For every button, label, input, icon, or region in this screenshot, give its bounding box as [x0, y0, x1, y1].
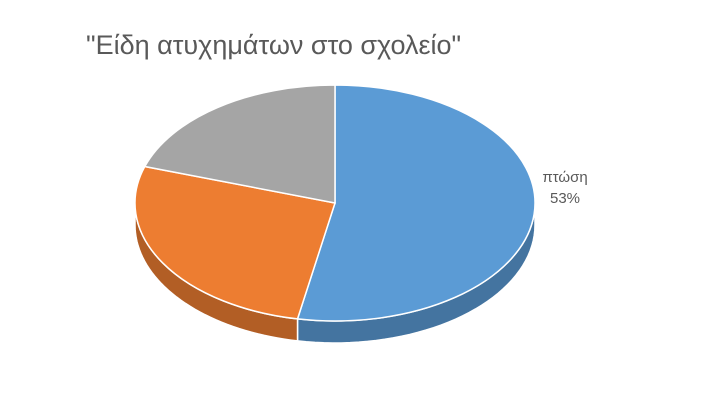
slice	[134, 165, 336, 320]
slice-label: πτώση	[542, 169, 587, 186]
value-label: 53%	[550, 190, 580, 207]
slice	[296, 84, 536, 322]
slice	[143, 84, 336, 204]
chart-title: "Είδη ατυχημάτων στο σχολείο"	[86, 30, 461, 60]
